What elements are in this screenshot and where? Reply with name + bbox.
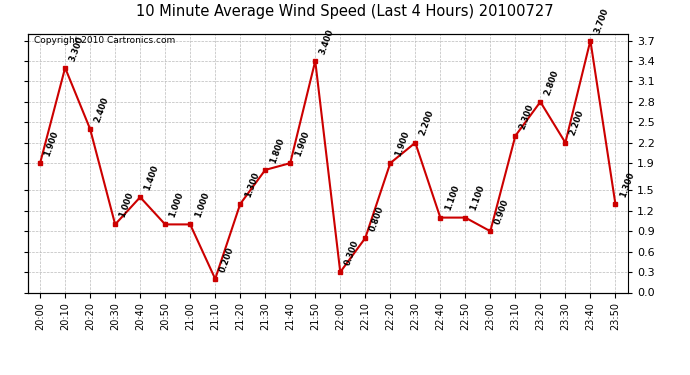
Text: 3.400: 3.400 xyxy=(318,28,335,56)
Text: 3.300: 3.300 xyxy=(68,34,86,62)
Text: 1.900: 1.900 xyxy=(43,130,60,158)
Text: 1.300: 1.300 xyxy=(243,171,260,198)
Text: 2.300: 2.300 xyxy=(518,102,535,130)
Text: 1.400: 1.400 xyxy=(143,164,161,192)
Text: 2.400: 2.400 xyxy=(93,96,110,123)
Text: 1.900: 1.900 xyxy=(393,130,411,158)
Text: 1.000: 1.000 xyxy=(118,191,135,219)
Text: Copyright 2010 Cartronics.com: Copyright 2010 Cartronics.com xyxy=(34,36,175,45)
Text: 1.800: 1.800 xyxy=(268,136,286,164)
Text: 2.800: 2.800 xyxy=(543,68,560,96)
Text: 10 Minute Average Wind Speed (Last 4 Hours) 20100727: 10 Minute Average Wind Speed (Last 4 Hou… xyxy=(136,4,554,19)
Text: 1.900: 1.900 xyxy=(293,130,310,158)
Text: 3.700: 3.700 xyxy=(593,7,611,35)
Text: 2.200: 2.200 xyxy=(568,109,586,137)
Text: 1.000: 1.000 xyxy=(193,191,210,219)
Text: 1.000: 1.000 xyxy=(168,191,186,219)
Text: 0.800: 0.800 xyxy=(368,205,386,232)
Text: 1.100: 1.100 xyxy=(443,184,461,212)
Text: 0.300: 0.300 xyxy=(343,239,360,267)
Text: 2.200: 2.200 xyxy=(418,109,435,137)
Text: 0.200: 0.200 xyxy=(218,246,235,273)
Text: 0.900: 0.900 xyxy=(493,198,511,226)
Text: 1.300: 1.300 xyxy=(618,171,635,198)
Text: 1.100: 1.100 xyxy=(468,184,486,212)
